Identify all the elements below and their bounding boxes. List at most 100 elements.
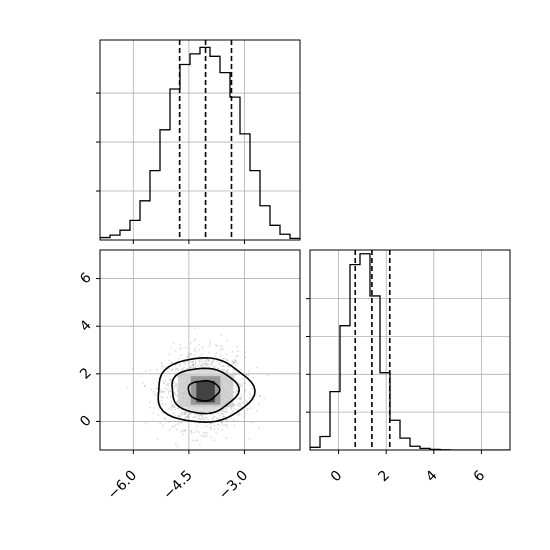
scatter-point	[213, 424, 216, 427]
scatter-point	[167, 384, 170, 387]
hist-param-1-frame	[99, 39, 301, 241]
scatter-point	[226, 410, 229, 413]
scatter-point	[226, 340, 228, 342]
scatter-point	[191, 466, 193, 468]
scatter-point	[211, 364, 214, 366]
scatter-point	[149, 368, 152, 371]
scatter-point	[194, 360, 197, 363]
joint-x-tick-label: −3.0	[216, 468, 251, 503]
scatter-point	[200, 353, 203, 356]
scatter-point	[225, 437, 228, 439]
scatter-point	[248, 438, 251, 441]
scatter-point	[236, 350, 239, 353]
scatter-point	[183, 412, 186, 415]
scatter-point	[181, 411, 184, 414]
scatter-point	[164, 366, 166, 369]
scatter-point	[185, 411, 188, 413]
scatter-point	[161, 403, 164, 405]
scatter-point	[222, 415, 224, 418]
scatter-point	[195, 350, 198, 353]
scatter-point	[215, 432, 217, 434]
scatter-point	[236, 362, 238, 365]
scatter-point	[161, 365, 164, 368]
scatter-point	[211, 418, 214, 421]
scatter-point	[204, 435, 206, 438]
scatter-point	[174, 364, 177, 366]
scatter-point	[233, 391, 236, 394]
contour-level-2	[171, 367, 241, 415]
scatter-point	[194, 337, 197, 340]
scatter-point	[236, 390, 238, 392]
scatter-point	[192, 416, 194, 419]
scatter-point	[227, 369, 229, 372]
scatter-point	[259, 394, 262, 397]
hist-param-2-plot-area	[310, 250, 510, 450]
scatter-point	[211, 360, 214, 363]
hist-param-2-x-tick-label: 6	[471, 467, 489, 485]
scatter-point	[192, 439, 194, 442]
scatter-point	[236, 420, 239, 422]
scatter-point	[233, 424, 235, 427]
scatter-point	[238, 411, 241, 414]
scatter-point	[183, 361, 186, 364]
scatter-point	[188, 353, 191, 356]
scatter-point	[235, 355, 238, 358]
scatter-point	[174, 349, 177, 352]
scatter-point	[166, 370, 169, 373]
scatter-point	[164, 379, 167, 382]
scatter-point	[166, 388, 169, 391]
scatter-point	[223, 368, 226, 371]
scatter-point	[145, 422, 147, 425]
scatter-point	[219, 354, 222, 357]
scatter-point	[226, 423, 229, 426]
scatter-point	[233, 377, 236, 379]
hist-param-2-frame	[309, 249, 511, 451]
scatter-point	[178, 357, 180, 360]
scatter-point	[209, 422, 212, 425]
scatter-point	[170, 346, 173, 349]
scatter-point	[178, 348, 181, 350]
scatter-point	[169, 379, 172, 381]
scatter-point	[171, 425, 174, 428]
scatter-point	[169, 378, 171, 381]
scatter-point	[211, 422, 214, 425]
scatter-point	[219, 361, 222, 364]
scatter-point	[191, 364, 194, 367]
joint-y-tick-label: 2	[77, 365, 95, 383]
scatter-point	[213, 416, 216, 419]
scatter-point	[176, 445, 179, 448]
scatter-point	[232, 361, 235, 363]
scatter-point	[186, 360, 189, 363]
scatter-point	[232, 420, 235, 423]
scatter-point	[194, 363, 197, 365]
scatter-point	[217, 412, 219, 415]
scatter-point	[248, 370, 250, 373]
scatter-point	[221, 421, 223, 423]
scatter-point	[192, 363, 194, 366]
scatter-point	[232, 374, 235, 377]
scatter-point	[189, 365, 191, 368]
scatter-point	[176, 367, 179, 370]
scatter-point	[157, 414, 160, 416]
scatter-point	[234, 364, 237, 367]
scatter-point	[201, 346, 204, 349]
scatter-point	[232, 371, 235, 374]
scatter-point	[243, 416, 246, 418]
scatter-point	[201, 415, 204, 418]
scatter-point	[172, 403, 174, 406]
scatter-point	[214, 355, 217, 358]
scatter-point	[226, 371, 229, 374]
scatter-point	[178, 421, 181, 424]
scatter-point	[234, 404, 237, 407]
joint-y-tick-label: 6	[77, 270, 95, 288]
scatter-point	[213, 428, 216, 431]
scatter-point	[192, 353, 195, 356]
scatter-point	[238, 413, 240, 416]
scatter-point	[239, 397, 241, 400]
scatter-point	[183, 412, 186, 415]
scatter-point	[168, 367, 171, 370]
scatter-point	[205, 425, 208, 427]
scatter-point	[219, 414, 222, 417]
scatter-point	[206, 358, 209, 361]
scatter-point	[212, 359, 215, 362]
